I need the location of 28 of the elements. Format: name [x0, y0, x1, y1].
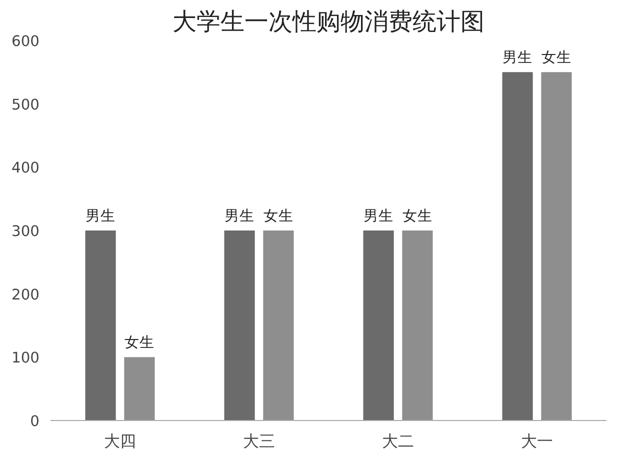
bar [363, 230, 394, 420]
y-tick-label: 0 [30, 413, 40, 430]
bar [263, 230, 294, 420]
bar [541, 72, 572, 420]
text: 男生 [364, 208, 394, 224]
series-label: 女生 [124, 334, 154, 352]
x-tick-label: 大二 [382, 432, 414, 450]
x-tick-label: 大三 [243, 432, 275, 450]
bar [85, 230, 116, 420]
text: 女生 [263, 208, 294, 224]
y-tick-label: 500 [12, 96, 40, 114]
bar [224, 230, 255, 420]
bar [402, 230, 433, 420]
y-tick-label: 600 [12, 33, 40, 50]
text: 女生 [402, 208, 432, 224]
y-tick-label: 200 [12, 286, 40, 304]
text: 男生 [502, 50, 533, 66]
bar [502, 72, 533, 420]
series-label: 男生 [86, 208, 116, 224]
y-tick-label: 300 [12, 223, 40, 240]
y-tick-label: 400 [12, 160, 40, 177]
text: 女生 [541, 50, 572, 66]
y-tick-label: 100 [12, 350, 40, 367]
chart-title: 大学生一次性购物消费统计图 [172, 8, 484, 36]
x-tick-label: 大四 [104, 432, 136, 450]
text: 男生 [224, 208, 255, 224]
x-tick-label: 大一 [521, 432, 553, 450]
bar [124, 357, 155, 420]
